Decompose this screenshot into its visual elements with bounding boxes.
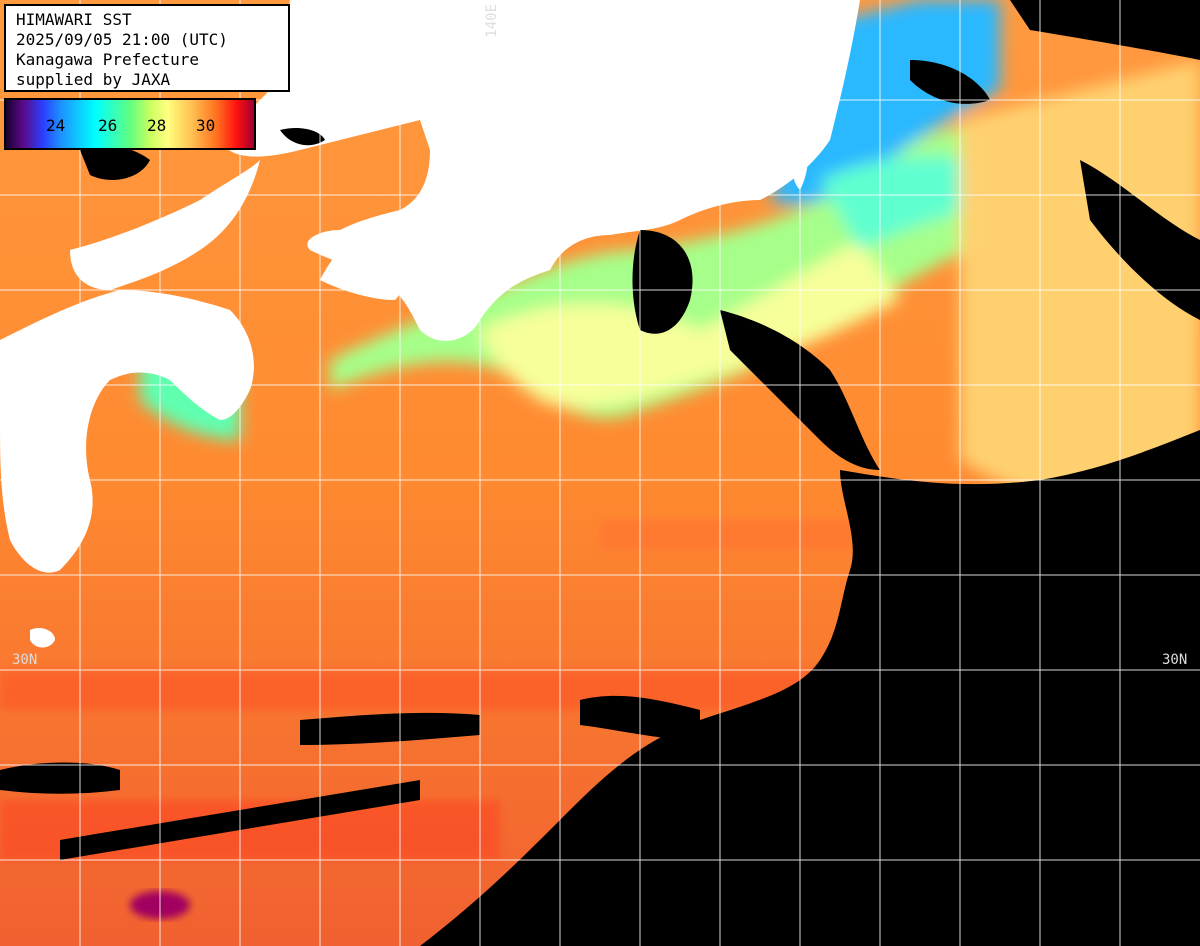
land-island-tanegashima	[30, 628, 55, 648]
region: Kanagawa Prefecture	[16, 50, 200, 69]
timestamp: 2025/09/05 21:00 (UTC)	[16, 30, 228, 49]
legend-tick-28: 28	[147, 116, 167, 135]
land-island-small-1	[8, 378, 22, 395]
land-island-small-3	[560, 0, 615, 22]
lon-label-top: 140E	[484, 4, 500, 38]
land-shikoku	[320, 238, 420, 300]
land-chugoku	[70, 160, 260, 290]
land-kyushu	[0, 290, 254, 573]
credit: supplied by JAXA	[16, 70, 171, 89]
lat-label-right: 30N	[1162, 652, 1188, 668]
land	[0, 0, 860, 648]
title: HIMAWARI SST	[16, 10, 132, 29]
legend-tick-26: 26	[98, 116, 118, 135]
land-island-small-2	[473, 153, 492, 181]
lat-label-left: 30N	[12, 652, 38, 668]
legend-tick-30: 30	[196, 116, 216, 135]
info-box: HIMAWARI SST 2025/09/05 21:00 (UTC) Kana…	[4, 4, 290, 92]
legend-tick-24: 24	[46, 116, 66, 135]
color-legend: 24 26 28 30	[4, 98, 256, 150]
